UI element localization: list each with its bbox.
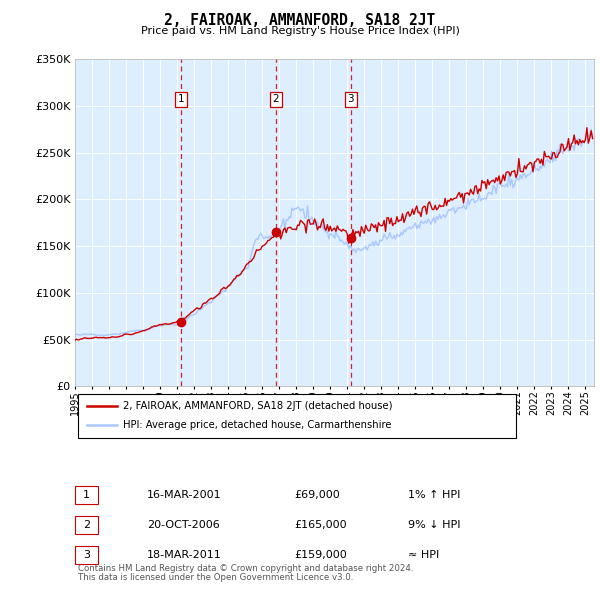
Text: 2, FAIROAK, AMMANFORD, SA18 2JT: 2, FAIROAK, AMMANFORD, SA18 2JT xyxy=(164,13,436,28)
Text: 1: 1 xyxy=(83,490,90,500)
Text: 2, FAIROAK, AMMANFORD, SA18 2JT (detached house): 2, FAIROAK, AMMANFORD, SA18 2JT (detache… xyxy=(123,401,392,411)
Text: 1% ↑ HPI: 1% ↑ HPI xyxy=(408,490,460,500)
Text: £165,000: £165,000 xyxy=(294,520,347,530)
Text: Contains HM Land Registry data © Crown copyright and database right 2024.: Contains HM Land Registry data © Crown c… xyxy=(78,564,413,573)
Text: This data is licensed under the Open Government Licence v3.0.: This data is licensed under the Open Gov… xyxy=(78,573,353,582)
Text: 20-OCT-2006: 20-OCT-2006 xyxy=(147,520,220,530)
Text: 3: 3 xyxy=(347,94,354,104)
Text: £159,000: £159,000 xyxy=(294,550,347,560)
Text: 16-MAR-2001: 16-MAR-2001 xyxy=(147,490,221,500)
Text: 18-MAR-2011: 18-MAR-2011 xyxy=(147,550,222,560)
Text: Price paid vs. HM Land Registry's House Price Index (HPI): Price paid vs. HM Land Registry's House … xyxy=(140,26,460,36)
Text: 9% ↓ HPI: 9% ↓ HPI xyxy=(408,520,461,530)
Text: 2: 2 xyxy=(272,94,279,104)
Text: 1: 1 xyxy=(178,94,184,104)
Text: HPI: Average price, detached house, Carmarthenshire: HPI: Average price, detached house, Carm… xyxy=(123,421,392,430)
Text: 3: 3 xyxy=(83,550,90,560)
Text: £69,000: £69,000 xyxy=(294,490,340,500)
Text: 2: 2 xyxy=(83,520,90,530)
Text: ≈ HPI: ≈ HPI xyxy=(408,550,439,560)
